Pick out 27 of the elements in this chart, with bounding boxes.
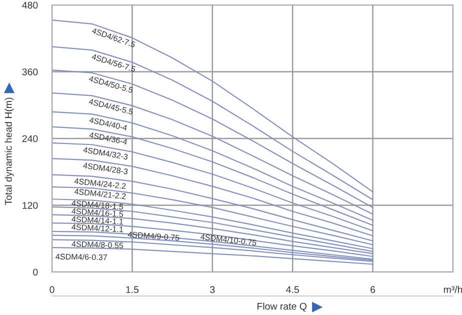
text: 4SDM4/28-3	[82, 162, 128, 174]
x-tick-label: 1.5	[126, 286, 139, 294]
series-label: 4SDM4/14-1.1	[72, 216, 124, 225]
y-tick-label: 120	[22, 202, 38, 209]
text: 4SDM4/24-2.2	[74, 178, 126, 190]
x-tick-label: 3	[210, 286, 215, 294]
x-tick-label: 6	[370, 286, 376, 294]
y-tick-label: 240	[22, 135, 38, 142]
series-label: 4SDM4/12-1.1	[72, 224, 124, 232]
text: 4SD4/36-4	[89, 132, 128, 145]
x-tick-label: 4.5	[286, 286, 299, 294]
text: 4SDM4/32-3	[82, 146, 128, 160]
y-axis-title: Total dynamic head H(m)	[4, 98, 14, 206]
series-label: 4SDM4/9-0.75	[128, 231, 180, 241]
text: 4SDM4/21-2.2	[74, 188, 126, 200]
x-tick-label: m³/h	[444, 286, 462, 294]
y-tick-label: 480	[22, 2, 38, 9]
text: 4SD4/40-4	[89, 116, 128, 131]
series-label: 4SDM4/16-1.5	[72, 208, 124, 218]
x-axis-title: Flow rate Q	[257, 302, 306, 312]
x-tick-label: 0	[50, 286, 54, 294]
series-label: 4SDM4/6-0.37	[56, 253, 108, 260]
y-tick-label: 360	[22, 68, 38, 76]
series-label: 4SDM4/8-0.55	[72, 240, 124, 248]
series-label: 4SDM4/18-1.5	[72, 200, 124, 210]
y-tick-label: 0	[33, 268, 38, 276]
text: 4SDM4/10-0.75	[200, 234, 257, 246]
